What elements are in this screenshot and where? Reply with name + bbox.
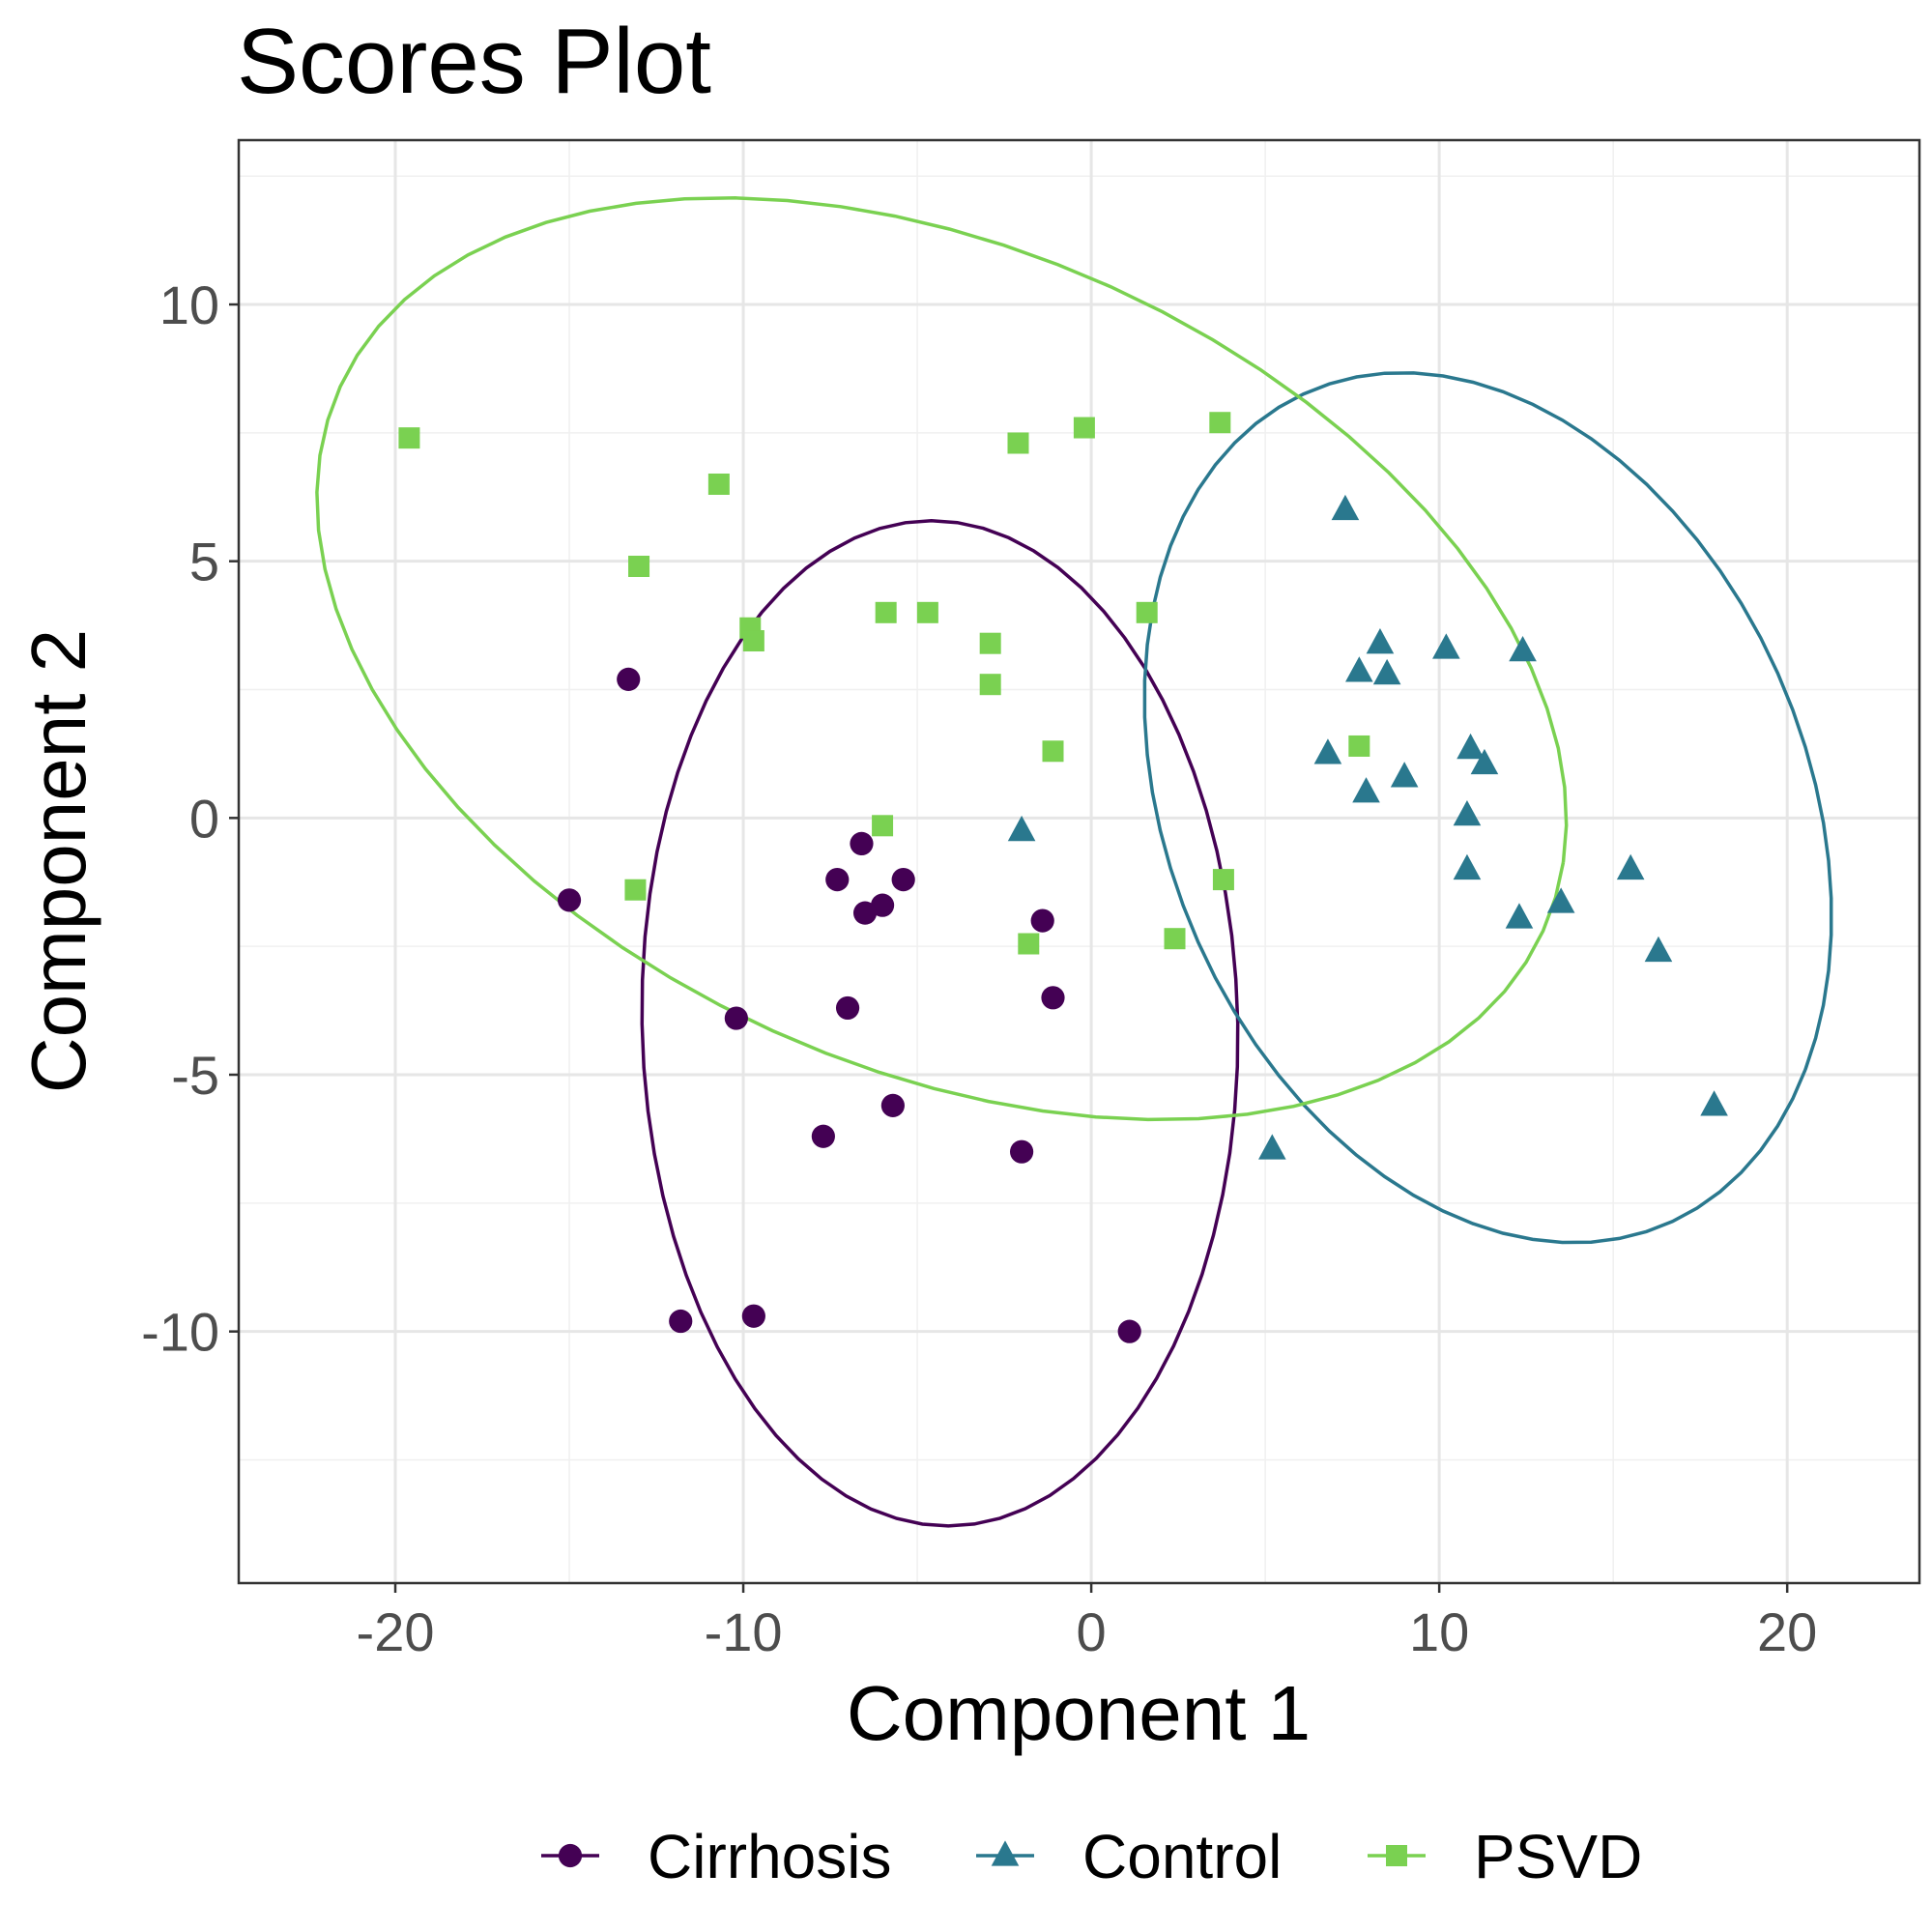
point-psvd [398, 427, 420, 449]
point-psvd [1042, 740, 1064, 763]
point-cirrhosis [811, 1124, 835, 1148]
point-psvd [1073, 417, 1095, 439]
x-tick-label: 20 [1757, 1601, 1817, 1662]
point-control [1432, 633, 1460, 659]
point-psvd [742, 630, 764, 652]
y-axis-ticks: -10 -5 0 5 10 [141, 274, 239, 1363]
x-tick-label: 10 [1409, 1601, 1469, 1662]
point-control [1546, 887, 1575, 913]
ellipse-cirrhosis [640, 519, 1240, 1528]
point-control [1700, 1090, 1728, 1116]
point-control [1470, 748, 1499, 775]
x-axis-label: Component 1 [847, 1670, 1311, 1756]
point-cirrhosis [852, 901, 878, 925]
point-cirrhosis [1030, 908, 1054, 933]
y-tick-label: -10 [141, 1302, 219, 1363]
point-cirrhosis [1041, 986, 1065, 1010]
legend-item-control: Control [976, 1822, 1282, 1891]
point-psvd [624, 879, 647, 901]
point-psvd [1018, 933, 1040, 955]
point-cirrhosis [1009, 1139, 1034, 1164]
legend-label: Control [1082, 1822, 1282, 1891]
point-psvd [979, 632, 1001, 654]
point-psvd [872, 815, 894, 837]
x-tick-label: 0 [1077, 1601, 1107, 1662]
legend-label: Cirrhosis [648, 1822, 891, 1891]
point-psvd [1164, 928, 1186, 950]
point-psvd [628, 555, 650, 577]
data-points [398, 412, 1728, 1343]
minor-gridlines [239, 140, 1919, 1583]
point-control [1616, 853, 1645, 880]
legend-label: PSVD [1474, 1822, 1642, 1891]
y-tick-label: 5 [189, 532, 219, 592]
legend-key-triangle-icon [991, 1840, 1020, 1866]
y-tick-label: 0 [189, 788, 219, 849]
x-tick-label: -10 [705, 1601, 783, 1662]
major-gridlines [239, 140, 1919, 1583]
point-cirrhosis [835, 995, 860, 1021]
point-control [1644, 936, 1673, 963]
confidence-ellipses [315, 196, 1833, 1528]
point-control [1313, 738, 1342, 764]
point-control [1366, 628, 1395, 654]
point-cirrhosis [1117, 1319, 1141, 1343]
legend-item-psvd: PSVD [1368, 1822, 1642, 1891]
point-cirrhosis [880, 1093, 905, 1117]
y-tick-label: 10 [159, 274, 219, 335]
y-axis-label: Component 2 [15, 629, 101, 1093]
point-control [1509, 635, 1537, 662]
y-tick-label: -5 [171, 1045, 219, 1106]
ellipse-psvd [315, 196, 1569, 1122]
plot-panel-border [237, 138, 1921, 1585]
point-psvd [916, 601, 938, 623]
legend-key-square-icon [1386, 1845, 1407, 1866]
point-cirrhosis [741, 1304, 765, 1328]
point-cirrhosis [557, 888, 582, 912]
point-control [1372, 658, 1401, 685]
point-control [1331, 494, 1360, 521]
point-psvd [875, 601, 897, 623]
point-psvd [707, 473, 730, 495]
point-psvd [979, 674, 1001, 696]
point-control [1352, 777, 1380, 803]
legend: Cirrhosis Control PSVD [541, 1822, 1642, 1891]
x-axis-ticks: -20 -10 0 10 20 [357, 1583, 1817, 1662]
legend-key-circle-icon [558, 1843, 583, 1868]
point-control [1258, 1134, 1286, 1160]
chart-title: Scores Plot [237, 10, 711, 113]
point-cirrhosis [891, 867, 915, 892]
point-cirrhosis [825, 867, 850, 892]
point-control [1345, 656, 1373, 682]
legend-item-cirrhosis: Cirrhosis [541, 1822, 891, 1891]
point-control [1453, 799, 1482, 826]
point-psvd [1348, 735, 1370, 757]
point-control [1007, 815, 1036, 842]
point-cirrhosis [617, 667, 641, 691]
point-control [1505, 903, 1534, 929]
point-cirrhosis [870, 893, 895, 917]
point-control [1390, 762, 1419, 788]
point-psvd [1007, 432, 1029, 454]
point-cirrhosis [724, 1006, 748, 1030]
x-tick-label: -20 [357, 1601, 435, 1662]
point-control [1456, 733, 1485, 760]
point-psvd [1136, 601, 1158, 623]
point-cirrhosis [850, 831, 874, 856]
point-psvd [1212, 869, 1234, 891]
point-control [1453, 853, 1482, 880]
point-cirrhosis [669, 1309, 693, 1334]
point-psvd [1209, 412, 1231, 434]
ellipse-control [1142, 371, 1833, 1245]
